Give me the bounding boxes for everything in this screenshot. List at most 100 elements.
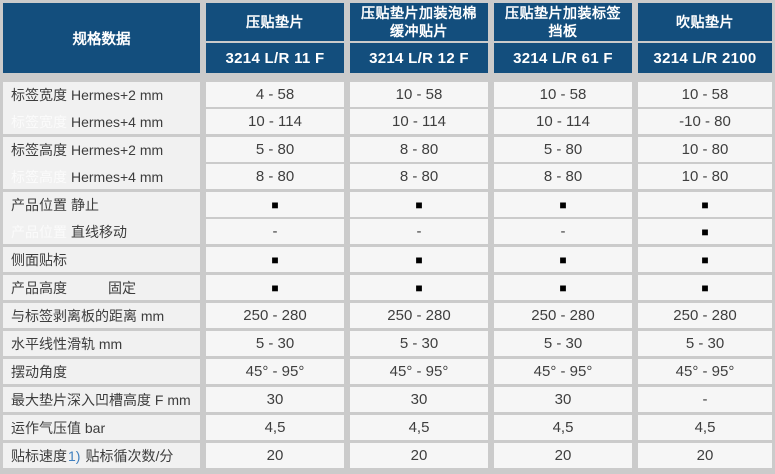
row-label-text-2: 贴标循次数/分 [85,447,174,464]
table-row-group: 最大垫片深入凹槽高度 F mm 30 30 30- [3,387,772,412]
row-label-sub: Hermes+2 mm [71,141,164,158]
value-column: ■ ■ [638,192,772,244]
filled-square-marker: ■ [638,275,772,300]
value-cell: 250 - 280 [350,303,488,328]
value-column: ■ [206,275,344,300]
table-row-group: 产品位置 静止 产品位置 直线移动 ■ - ■ - ■ - ■ ■ [3,192,772,244]
value-cell: 10 - 114 [350,109,488,134]
value-column: ■ - [350,192,488,244]
table-row-group: 产品高度 固定 ■ ■ ■ ■ [3,275,772,300]
row-label: 最大垫片深入凹槽高度 F mm [3,387,200,412]
value-cell: 10 - 80 [638,137,772,162]
row-label: 标签宽度 Hermes+2 mm [3,82,200,107]
row-label-head: 标签高度 [11,141,67,158]
value-column: 5 - 30 [638,331,772,356]
value-column: 4,5 [206,415,344,440]
filled-square-marker: ■ [206,275,344,300]
row-label-cell: 摆动角度 [3,359,200,384]
value-column: 250 - 280 [638,303,772,328]
value-cell: 20 [350,443,488,468]
product-model-header-1: 3214 L/R 11 F [206,43,344,73]
product-name-header-1: 压贴垫片 [206,3,344,41]
product-model-header-3: 3214 L/R 61 F [494,43,632,73]
filled-square-marker: ■ [206,192,344,217]
filled-square-marker: ■ [494,275,632,300]
value-column: ■ [494,247,632,272]
row-label: 产品位置 静止 [3,192,200,217]
row-label-cell: 产品位置 静止产品位置 直线移动 [3,192,200,244]
row-label-head-ghost: 产品位置 [11,223,67,240]
value-cell: 4 - 58 [206,82,344,107]
value-cell: 45° - 95° [350,359,488,384]
value-cell: - [206,219,344,244]
value-cell: 4,5 [350,415,488,440]
value-cell: -10 - 80 [638,109,772,134]
row-label: 标签高度 Hermes+4 mm [3,164,200,189]
row-label: 侧面贴标 [3,247,200,272]
row-label-sub: Hermes+2 mm [71,86,164,103]
table-row-group: 摆动角度 45° - 95° 45° - 95° 45° - 95° 45° - 95° [3,359,772,384]
value-column: ■ [350,275,488,300]
product-model-header-2: 3214 L/R 12 F [350,43,488,73]
value-cell: 20 [206,443,344,468]
table-row-group: 与标签剥离板的距离 mm 250 - 280 250 - 280 250 - 280 2… [3,303,772,328]
value-cell: 5 - 30 [206,331,344,356]
value-column: ■ - [206,192,344,244]
table-row-group: 贴标速度 1) 贴标循次数/分 20 20 20 20 [3,443,772,468]
table-row-group: 侧面贴标 ■ ■ ■ ■ [3,247,772,272]
value-cell: 250 - 280 [638,303,772,328]
value-column: 250 - 280 [350,303,488,328]
corner-header-cell: 规格数据 [3,3,200,73]
value-column: 4,5 [350,415,488,440]
value-cell: 10 - 114 [494,109,632,134]
value-cell: 10 - 58 [638,82,772,107]
value-cell: 20 [494,443,632,468]
value-cell: 5 - 30 [638,331,772,356]
filled-square-marker: ■ [494,192,632,217]
row-label-cell: 贴标速度 1) 贴标循次数/分 [3,443,200,468]
filled-square-marker: ■ [638,192,772,217]
value-column: 8 - 80 8 - 80 [350,137,488,189]
value-cell: 10 - 58 [350,82,488,107]
value-cell: 10 - 58 [494,82,632,107]
row-label-cell: 标签高度 Hermes+2 mm 标签高度 Hermes+4 mm [3,137,200,189]
row-label-text: 摆动角度 [11,363,67,380]
value-column: 250 - 280 [494,303,632,328]
value-column: 30 [350,387,488,412]
table-header: 规格数据 压贴垫片 压贴垫片加装泡棉缓冲贴片 压贴垫片加装标签挡板 吹贴垫片 3… [3,3,772,73]
value-column: 4,5 [494,415,632,440]
value-column: ■ [494,275,632,300]
value-cell: 45° - 95° [206,359,344,384]
row-label-cell: 侧面贴标 [3,247,200,272]
row-label-sub: Hermes+4 mm [71,168,164,185]
value-column: 10 - 80 10 - 80 [638,137,772,189]
row-label-sub: 固定 [108,279,136,296]
value-column: ■ - [494,192,632,244]
row-label-text: 侧面贴标 [11,251,67,268]
row-label-text: 运作气压值 bar [11,419,106,436]
value-cell: 250 - 280 [206,303,344,328]
product-name-header-3: 压贴垫片加装标签挡板 [494,3,632,41]
value-cell: 4,5 [494,415,632,440]
value-column: ■ [350,247,488,272]
filled-square-marker: ■ [494,247,632,272]
value-column: 30 [494,387,632,412]
value-cell: 5 - 30 [494,331,632,356]
value-column: 20 [638,443,772,468]
footnote-marker: 1) [68,447,81,464]
value-column: 45° - 95° [638,359,772,384]
value-column: 10 - 58 -10 - 80 [638,82,772,134]
product-name-header-4: 吹贴垫片 [638,3,772,41]
row-label: 运作气压值 bar [3,415,200,440]
value-column: 45° - 95° [350,359,488,384]
row-label-cell: 与标签剥离板的距离 mm [3,303,200,328]
filled-square-marker: ■ [638,247,772,272]
value-column: - [638,387,772,412]
value-cell: 8 - 80 [350,137,488,162]
row-label-sub: 直线移动 [71,223,127,240]
value-cell: 5 - 30 [350,331,488,356]
row-label: 产品高度 固定 [3,275,200,300]
filled-square-marker: ■ [350,247,488,272]
row-label-cell: 水平线性滑轨 mm [3,331,200,356]
value-column: 5 - 80 8 - 80 [206,137,344,189]
